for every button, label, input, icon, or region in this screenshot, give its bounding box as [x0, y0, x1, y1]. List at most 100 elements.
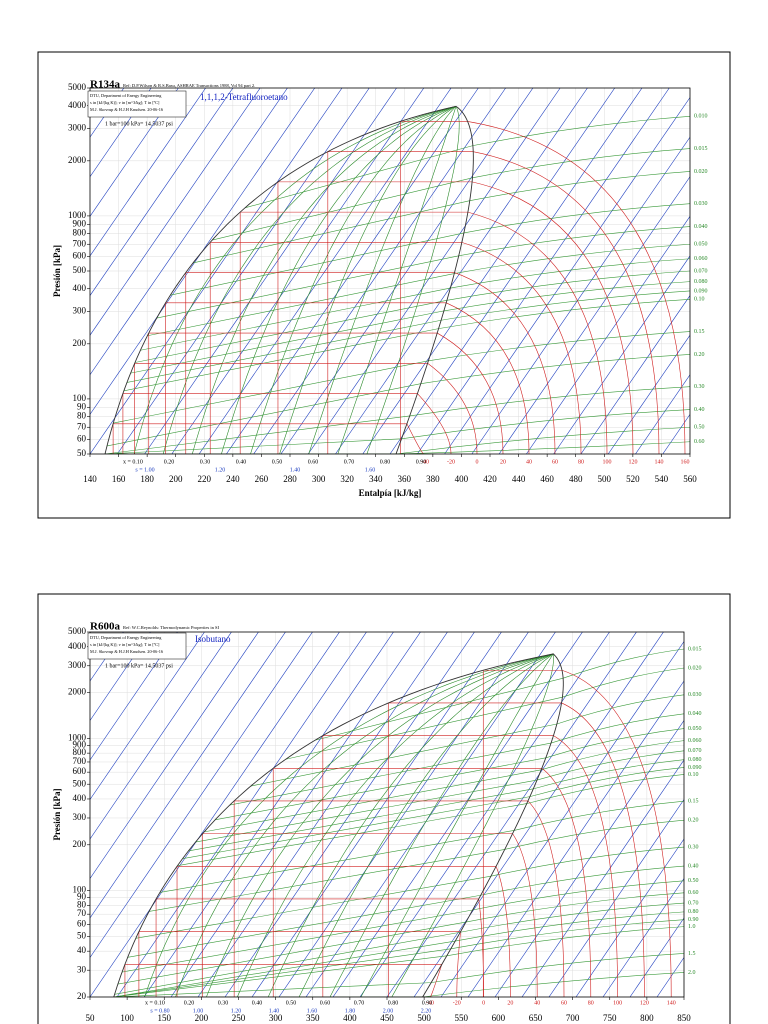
- y-tick-label: 70: [77, 421, 87, 431]
- temperature-label: 40: [526, 459, 532, 465]
- plot-border: [89, 87, 691, 455]
- y-tick-label: 2000: [68, 687, 87, 697]
- isentrope: [278, 632, 529, 997]
- y-tick-label: 60: [77, 918, 87, 928]
- isochore: [250, 694, 684, 787]
- isentrope: [526, 215, 690, 454]
- isochore: [105, 426, 690, 454]
- volume-label: 0.040: [694, 224, 708, 230]
- info-line: DTU, Department of Energy Engineering: [90, 93, 162, 99]
- volume-label: 0.040: [688, 711, 702, 717]
- y-tick-label: 900: [73, 218, 87, 228]
- quality-label: 0.50: [286, 1000, 297, 1006]
- isochore: [117, 892, 684, 985]
- isentrope: [575, 838, 684, 997]
- x-tick-label: 480: [569, 474, 583, 484]
- volume-label: 1.0: [688, 924, 696, 930]
- isochore: [113, 926, 684, 997]
- entropy-label: 1.20: [231, 1008, 242, 1014]
- x-tick-label: 320: [340, 474, 354, 484]
- isochore: [113, 911, 684, 997]
- entropy-label: 1.60: [365, 467, 376, 473]
- quality-label: 0.30: [200, 459, 211, 465]
- isentrope: [629, 917, 684, 997]
- volume-label: 0.40: [688, 863, 699, 869]
- volume-label: 0.20: [694, 352, 705, 358]
- quality-label: x = 0.10: [123, 459, 143, 465]
- volume-label: 0.40: [694, 407, 705, 413]
- quality-label: 0.70: [344, 459, 355, 465]
- x-tick-label: 200: [195, 1013, 209, 1023]
- isentrope: [332, 632, 583, 997]
- isotherm: [233, 800, 565, 997]
- isochore: [192, 171, 690, 264]
- isentrope: [90, 632, 313, 959]
- y-tick-label: 4000: [68, 641, 87, 651]
- isochore: [113, 331, 690, 424]
- isotherm: [327, 151, 660, 454]
- x-tick-label: 800: [640, 1013, 654, 1023]
- x-tick-label: 550: [455, 1013, 469, 1023]
- y-tick-label: 500: [73, 265, 87, 275]
- y-tick-label: 400: [73, 283, 87, 293]
- isochore: [134, 270, 690, 363]
- quality-line: [337, 106, 457, 454]
- entropy-label: 1.00: [193, 1008, 204, 1014]
- volume-label: 0.080: [688, 757, 702, 763]
- isentrope: [253, 88, 506, 454]
- y-tick-label: 400: [73, 793, 87, 803]
- quality-label: 0.30: [218, 1000, 229, 1006]
- isentrope: [745, 88, 768, 454]
- x-tick-label: 100: [120, 1013, 134, 1023]
- x-tick-label: 140: [83, 474, 97, 484]
- quality-line: [308, 106, 457, 454]
- quality-label: 0.20: [164, 459, 175, 465]
- quality-label: 0.40: [236, 459, 247, 465]
- volume-label: 0.070: [688, 748, 702, 754]
- isentrope: [90, 88, 315, 415]
- plot-border: [89, 631, 685, 998]
- x-tick-label: 440: [512, 474, 526, 484]
- entropy-label: 2.20: [421, 1008, 432, 1014]
- temperature-label: 80: [578, 459, 584, 465]
- x-tick-label: 500: [417, 1013, 431, 1023]
- temperature-label: 60: [561, 1000, 567, 1006]
- y-tick-label: 30: [77, 964, 87, 974]
- y-tick-label: 3000: [68, 123, 87, 133]
- volume-label: 0.050: [694, 242, 708, 248]
- temperature-label: 60: [552, 459, 558, 465]
- volume-label: 0.15: [694, 329, 705, 335]
- temperature-label: 40: [534, 1000, 540, 1006]
- volume-label: 0.015: [688, 646, 702, 652]
- x-tick-label: 50: [86, 1013, 96, 1023]
- isochore: [135, 846, 684, 939]
- isentrope: [498, 176, 690, 454]
- volume-label: 0.70: [688, 900, 699, 906]
- info-line: M.J. Skovrup & H.J.H Knudsen. 20-06-16: [90, 107, 164, 112]
- y-axis-label: Presión [kPa]: [52, 245, 62, 297]
- volume-label: 0.030: [694, 201, 708, 207]
- isentrope: [143, 632, 394, 997]
- fluid-name: Isobutano: [195, 634, 231, 644]
- volume-label: 0.090: [688, 765, 702, 771]
- y-tick-label: 50: [77, 930, 87, 940]
- isentrope: [359, 632, 610, 997]
- isentrope: [251, 632, 502, 997]
- chart-subtitle: Ref: D.P.Wilson & R.S.Basu, ASHRAE Trans…: [123, 83, 255, 89]
- info-line: DTU, Department of Energy Engineering: [90, 635, 162, 641]
- x-tick-label: 750: [603, 1013, 617, 1023]
- quality-label: 0.60: [320, 1000, 331, 1006]
- quality-line: [175, 653, 554, 997]
- x-tick-label: 400: [343, 1013, 357, 1023]
- volume-label: 0.20: [688, 818, 699, 824]
- y-tick-label: 200: [73, 338, 87, 348]
- temperature-label: -20: [453, 1000, 461, 1006]
- isochore: [285, 667, 684, 760]
- isentrope: [335, 88, 588, 454]
- volume-label: 0.070: [694, 268, 708, 274]
- x-tick-label: 200: [169, 474, 183, 484]
- x-tick-label: 400: [455, 474, 469, 484]
- quality-line: [206, 653, 554, 997]
- isentrope: [224, 632, 475, 997]
